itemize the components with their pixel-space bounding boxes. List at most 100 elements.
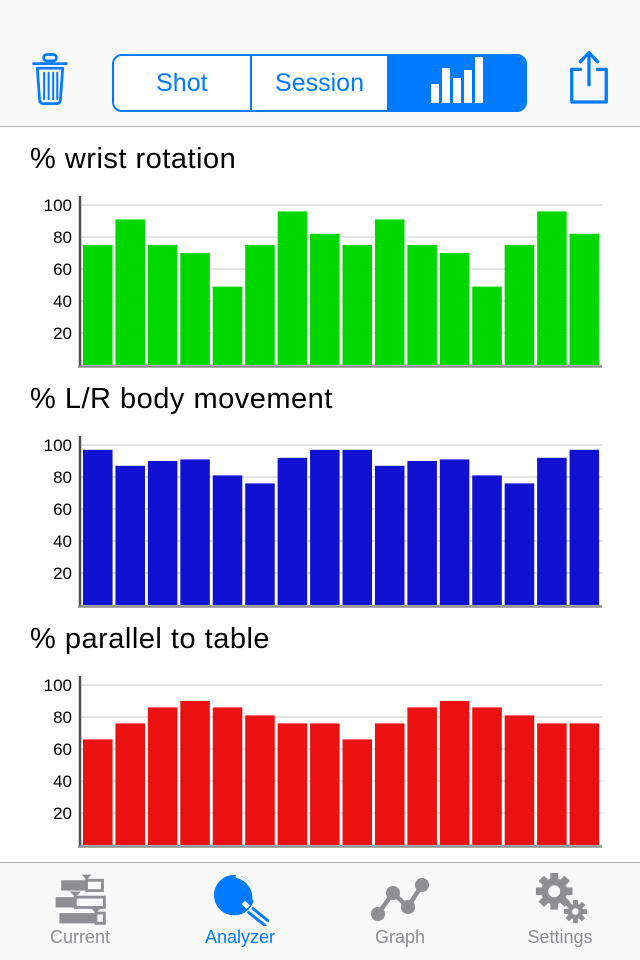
bar-chart-svg: 20 40 60 80 100 — [44, 436, 602, 608]
tab-analyzer[interactable]: Analyzer — [160, 863, 320, 960]
share-button[interactable] — [566, 48, 612, 108]
bar — [504, 245, 535, 365]
bar — [245, 245, 275, 365]
bar — [83, 245, 113, 365]
bar — [504, 715, 535, 845]
y-tick-label: 60 — [53, 500, 72, 519]
bar — [439, 459, 470, 605]
charts-area: % wrist rotation 20 40 60 80 100 % L/R body … — [0, 128, 640, 848]
chart-title: % parallel to table — [30, 623, 271, 655]
bar — [180, 253, 210, 365]
segment-session[interactable]: Session — [249, 56, 388, 110]
bar — [115, 465, 145, 605]
paddle-icon — [211, 872, 269, 926]
tab-settings[interactable]: Settings — [480, 863, 640, 960]
bar — [472, 707, 502, 845]
bar — [180, 459, 210, 605]
y-tick-label: 80 — [53, 228, 72, 247]
bar-chart-svg: 20 40 60 80 100 — [44, 676, 602, 848]
bar — [83, 449, 113, 605]
tab-graph[interactable]: Graph — [320, 863, 480, 960]
bar — [180, 701, 210, 845]
y-tick-label: 100 — [44, 676, 72, 695]
navigation-bar: Shot Session — [0, 0, 640, 127]
bar — [342, 739, 373, 845]
y-tick-label: 20 — [53, 804, 72, 823]
tab-current[interactable]: Current — [0, 863, 160, 960]
y-tick-label: 60 — [53, 740, 72, 759]
bar — [374, 219, 405, 365]
bar — [439, 253, 470, 365]
y-tick-label: 40 — [53, 292, 72, 311]
parallel-table-bar-chart: 20 40 60 80 100 — [0, 674, 640, 850]
tab-label: Analyzer — [204, 927, 276, 947]
segment-bar-chart[interactable] — [387, 56, 525, 110]
chart-section-body-movement: % L/R body movement 20 40 60 80 100 — [0, 368, 640, 608]
chart-section-wrist-rotation: % wrist rotation 20 40 60 80 100 — [0, 128, 640, 368]
bar — [245, 483, 275, 605]
bar — [277, 211, 308, 365]
y-tick-label: 60 — [53, 260, 72, 279]
bar — [310, 723, 340, 845]
bar — [569, 723, 600, 845]
bar — [115, 723, 145, 845]
node-graph-icon — [370, 872, 430, 926]
bar — [472, 475, 502, 605]
bar — [407, 707, 437, 845]
y-tick-label: 100 — [44, 436, 72, 455]
bar — [407, 245, 437, 365]
bar — [310, 449, 340, 605]
bar — [212, 475, 243, 605]
bar — [537, 457, 567, 605]
bar — [374, 723, 405, 845]
bar — [569, 233, 600, 365]
tab-label: Graph — [374, 927, 426, 947]
bar — [147, 245, 178, 365]
y-tick-label: 20 — [53, 324, 72, 343]
bar — [569, 449, 600, 605]
bar — [147, 461, 178, 605]
y-tick-label: 40 — [53, 772, 72, 791]
tab-bar: Current Analyzer — [0, 862, 640, 960]
bar — [537, 723, 567, 845]
bar — [277, 723, 308, 845]
bar — [212, 707, 243, 845]
bar — [342, 245, 373, 365]
bar — [537, 211, 567, 365]
bar — [147, 707, 178, 845]
y-tick-label: 20 — [53, 564, 72, 583]
y-tick-label: 80 — [53, 708, 72, 727]
gauge-bars-icon — [50, 872, 110, 926]
delete-button[interactable] — [30, 51, 70, 109]
chart-title: % L/R body movement — [30, 383, 333, 415]
gears-icon — [529, 872, 591, 926]
wrist-rotation-bar-chart: 20 40 60 80 100 — [0, 194, 640, 370]
share-icon — [566, 50, 612, 111]
tab-label: Current — [49, 927, 111, 947]
bar — [439, 701, 470, 845]
bar — [212, 286, 243, 365]
bar — [342, 449, 373, 605]
view-segmented-control: Shot Session — [112, 54, 527, 112]
bar — [407, 461, 437, 605]
bar — [115, 219, 145, 365]
body-movement-bar-chart: 20 40 60 80 100 — [0, 434, 640, 610]
bar — [245, 715, 275, 845]
chart-title: % wrist rotation — [30, 143, 237, 175]
y-tick-label: 80 — [53, 468, 72, 487]
bar — [504, 483, 535, 605]
y-tick-label: 100 — [44, 196, 72, 215]
bar — [277, 457, 308, 605]
bar — [472, 286, 502, 365]
chart-section-parallel-table: % parallel to table 20 40 60 80 100 — [0, 608, 640, 848]
bar — [374, 465, 405, 605]
trash-icon — [30, 53, 70, 112]
bar — [310, 233, 340, 365]
bar-chart-svg: 20 40 60 80 100 — [44, 196, 602, 368]
segment-shot[interactable]: Shot — [114, 56, 250, 110]
bar — [83, 739, 113, 845]
y-tick-label: 40 — [53, 532, 72, 551]
bar-chart-icon — [431, 56, 484, 110]
tab-label: Settings — [527, 927, 593, 947]
